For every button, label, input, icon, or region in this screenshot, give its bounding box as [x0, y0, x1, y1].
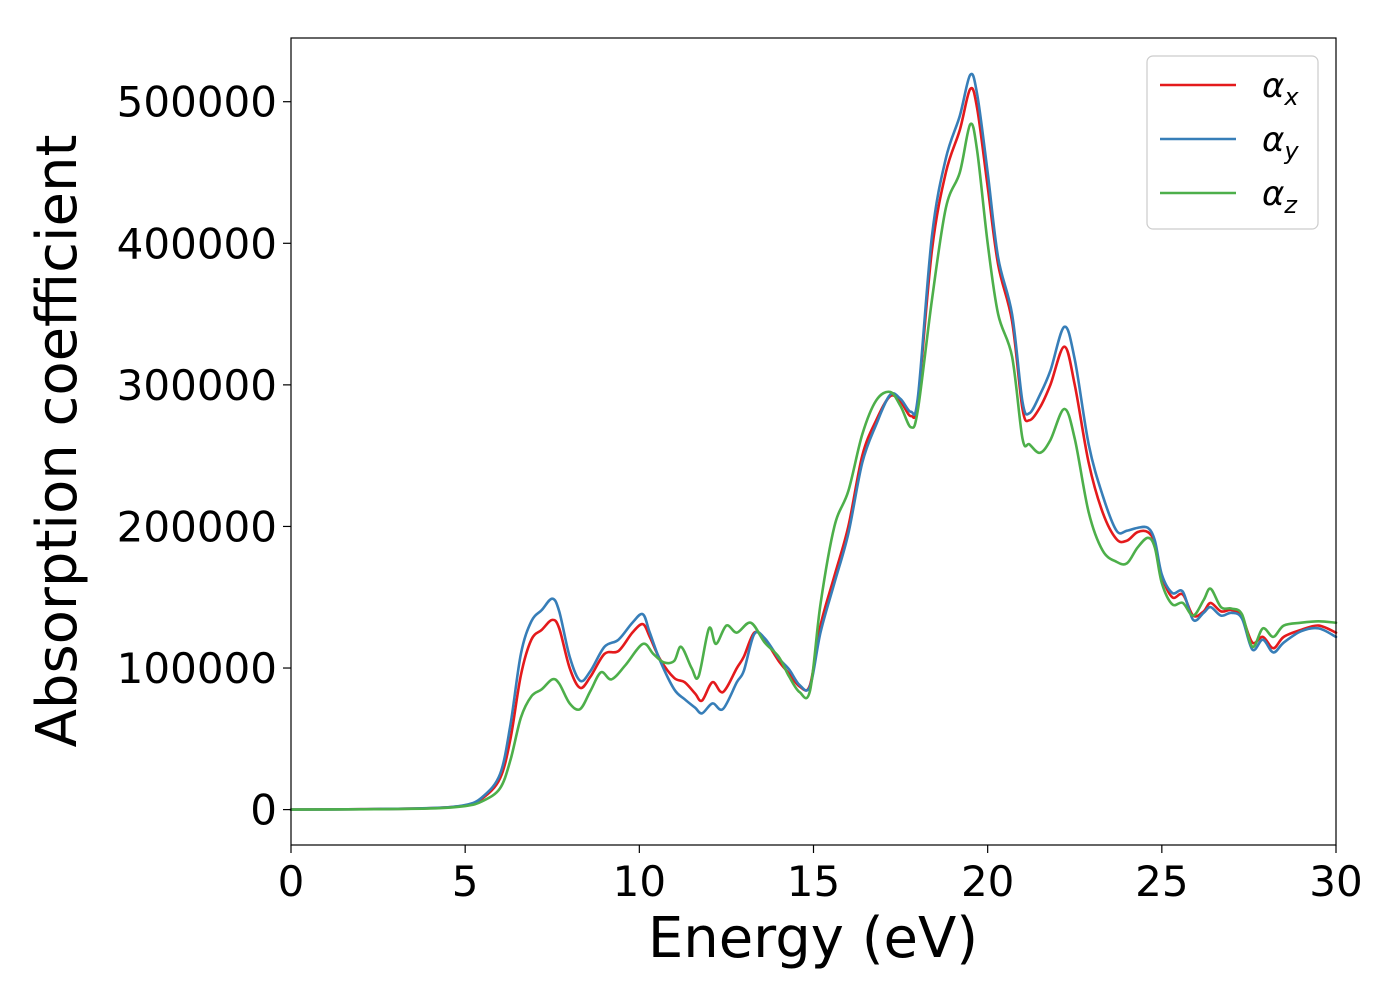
y-axis-label: Absorption coefficient [25, 135, 90, 748]
y-tick-label: 100000 [117, 644, 277, 693]
y-tick-label: 0 [250, 786, 277, 835]
x-tick-label: 10 [613, 857, 666, 906]
x-axis-label: Energy (eV) [648, 906, 978, 971]
x-tick-label: 5 [452, 857, 479, 906]
x-tick-label: 25 [1135, 857, 1188, 906]
x-tick-label: 30 [1309, 857, 1362, 906]
y-tick-label: 500000 [117, 78, 277, 127]
y-tick-label: 200000 [117, 502, 277, 551]
y-tick-label: 400000 [117, 219, 277, 268]
x-tick-label: 15 [787, 857, 840, 906]
x-tick-label: 0 [278, 857, 305, 906]
y-tick-label: 300000 [117, 361, 277, 410]
x-tick-label: 20 [961, 857, 1014, 906]
